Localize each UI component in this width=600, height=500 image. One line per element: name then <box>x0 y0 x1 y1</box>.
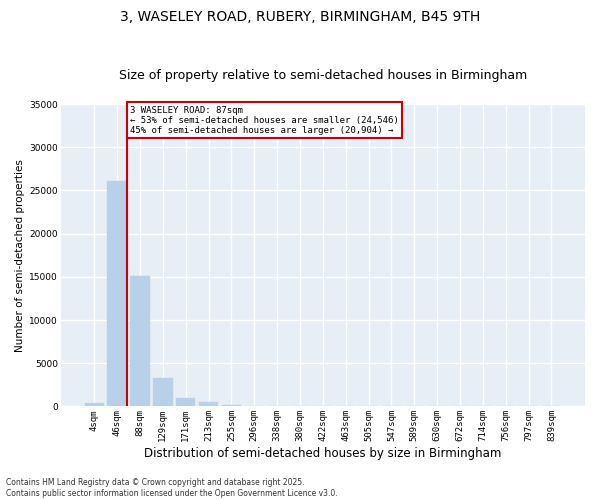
Bar <box>221 404 241 406</box>
Bar <box>153 378 173 406</box>
Text: Contains HM Land Registry data © Crown copyright and database right 2025.
Contai: Contains HM Land Registry data © Crown c… <box>6 478 338 498</box>
Bar <box>107 181 127 406</box>
Bar <box>130 276 149 406</box>
Bar <box>85 403 104 406</box>
Bar <box>199 402 218 406</box>
Title: Size of property relative to semi-detached houses in Birmingham: Size of property relative to semi-detach… <box>119 69 527 82</box>
Text: 3, WASELEY ROAD, RUBERY, BIRMINGHAM, B45 9TH: 3, WASELEY ROAD, RUBERY, BIRMINGHAM, B45… <box>120 10 480 24</box>
Bar <box>176 398 196 406</box>
Text: 3 WASELEY ROAD: 87sqm
← 53% of semi-detached houses are smaller (24,546)
45% of : 3 WASELEY ROAD: 87sqm ← 53% of semi-deta… <box>130 106 399 136</box>
X-axis label: Distribution of semi-detached houses by size in Birmingham: Distribution of semi-detached houses by … <box>144 447 502 460</box>
Y-axis label: Number of semi-detached properties: Number of semi-detached properties <box>15 159 25 352</box>
